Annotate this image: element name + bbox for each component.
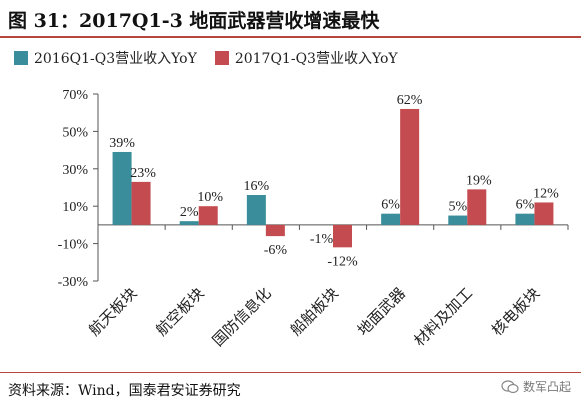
category-label: 航天板块 [85, 284, 140, 339]
data-label: -1% [310, 232, 334, 247]
legend-swatch-2017 [214, 51, 229, 65]
bar-2017 [333, 224, 352, 248]
y-tick-label: 50% [62, 125, 88, 140]
bar-2017 [400, 108, 420, 225]
bar-2017 [198, 206, 218, 225]
bar-2017 [265, 224, 285, 237]
bar-2016 [246, 194, 266, 225]
y-tick-label: 30% [62, 163, 88, 178]
legend-swatch-2016 [14, 51, 28, 65]
data-label: 23% [130, 166, 156, 181]
category-label: 材料及加工 [410, 284, 476, 350]
category-label: 航空板块 [152, 284, 207, 339]
data-label: 6% [381, 198, 400, 213]
y-tick-label: 70% [62, 88, 88, 103]
watermark: 数军凸起 [501, 378, 571, 395]
y-tick-label: 10% [62, 200, 88, 215]
category-label: 船舶板块 [287, 284, 342, 339]
bar-2016 [179, 221, 199, 225]
bar-2017 [131, 181, 151, 225]
category-label: 国防信息化 [209, 284, 275, 350]
title-bar: 图 31：2017Q1-3 地面武器营收增速最快 [0, 0, 581, 38]
wechat-icon [501, 379, 519, 393]
data-label: 39% [109, 136, 135, 151]
data-label: 16% [244, 179, 270, 194]
legend-label-2017: 2017Q1-Q3营业收入YoY [234, 51, 398, 67]
bar-2016 [515, 213, 535, 225]
chart-title: 图 31：2017Q1-3 地面武器营收增速最快 [8, 10, 380, 32]
data-label: 6% [516, 198, 535, 213]
bar-2016 [448, 215, 468, 225]
bar-chart: 70%50%30%10%-10%-30%39%23%2%10%16%-6%-12… [58, 88, 569, 350]
legend-item-2017: 2017Q1-Q3营业收入YoY [214, 48, 398, 68]
data-label: 62% [397, 93, 423, 108]
y-tick-label: -30% [58, 275, 89, 290]
category-label: 地面武器 [354, 284, 409, 339]
watermark-text: 数军凸起 [522, 380, 571, 394]
legend-item-2016: 2016Q1-Q3营业收入YoY [14, 48, 197, 68]
bar-2016 [112, 151, 132, 225]
footer-divider [0, 372, 581, 373]
legend: 2016Q1-Q3营业收入YoY 2017Q1-Q3营业收入YoY [14, 48, 398, 68]
data-label: 2% [180, 205, 199, 220]
data-label: -6% [264, 243, 288, 258]
bar-2017 [534, 202, 554, 225]
category-label: 核电板块 [488, 284, 543, 339]
y-tick-label: -10% [58, 238, 89, 253]
data-label: 10% [197, 190, 223, 205]
data-label: 12% [533, 186, 559, 201]
bar-2016 [381, 213, 401, 225]
bar-2017 [467, 189, 487, 225]
source-note: 资料来源：Wind，国泰君安证券研究 [8, 383, 241, 399]
data-label: -12% [327, 254, 358, 269]
legend-label-2016: 2016Q1-Q3营业收入YoY [34, 51, 197, 67]
data-label: 5% [448, 200, 467, 215]
data-label: 19% [466, 173, 492, 188]
